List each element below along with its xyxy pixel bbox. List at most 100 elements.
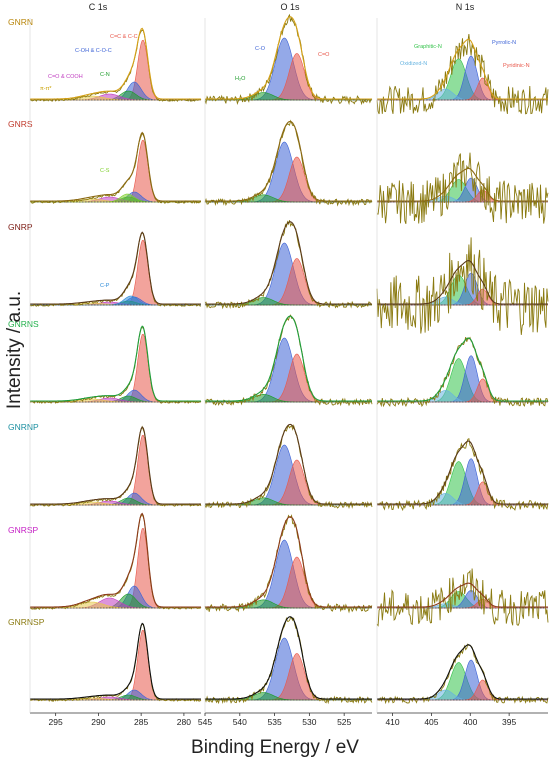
sample-label-gnrns: GNRNS [8, 319, 39, 329]
raw-spectrum [376, 34, 549, 115]
fit-envelope [377, 38, 548, 100]
tick-label: 545 [198, 717, 212, 727]
tick-label: 290 [91, 717, 105, 727]
raw-spectrum [29, 29, 202, 102]
component-c-c-c-c [30, 239, 201, 306]
tick-label: 530 [302, 717, 316, 727]
annotation-5: C-O [255, 46, 266, 52]
annotation-4: π-π* [40, 86, 52, 92]
tick-label: 395 [502, 717, 516, 727]
annotation-13: C-P [100, 283, 110, 289]
y-axis-label-svg: Intensity / a.u. [4, 291, 25, 409]
tick-label: 295 [49, 717, 63, 727]
panel-gnrn-o-1s [204, 13, 373, 106]
fit-envelope [30, 325, 201, 402]
panel-gnrp-o-1s [204, 220, 373, 310]
tick-label: 410 [385, 717, 399, 727]
fit-envelope [30, 622, 201, 700]
fit-envelope [205, 221, 372, 305]
raw-spectrum [29, 513, 202, 610]
fit-envelope [377, 260, 548, 305]
component-c-c-c-c [30, 333, 201, 403]
fit-envelope [205, 423, 372, 505]
panel-gnrs-n-1s [376, 152, 549, 224]
panel-gnrsp-n-1s [376, 568, 549, 627]
fit-envelope [30, 27, 201, 100]
raw-spectrum [204, 314, 373, 407]
panel-gnrs-o-1s [204, 119, 373, 207]
panel-gnrn-n-1s [376, 34, 549, 115]
annotation-3: C=O & COOH [48, 74, 83, 80]
fit-envelope [377, 167, 548, 202]
sample-label-gnrnp: GNRNP [8, 422, 39, 432]
fit-envelope [30, 131, 201, 202]
tick-label: 400 [463, 717, 477, 727]
panel-gnrns-n-1s [376, 336, 549, 408]
annotation-8: Graphitic-N [414, 44, 442, 50]
panel-gnrp-n-1s [376, 237, 549, 335]
panel-gnrnsp-n-1s [376, 643, 549, 705]
raw-spectrum [376, 152, 549, 224]
raw-spectrum [29, 231, 202, 307]
y-axis-label: Intensity / a.u. [4, 291, 25, 409]
raw-spectrum [376, 568, 549, 627]
raw-spectrum [29, 326, 202, 404]
fit-envelope [377, 440, 548, 505]
annotation-11: Pyridinic-N [503, 63, 530, 69]
component-c-c-c-c [30, 629, 201, 701]
panel-title-1: O 1s [280, 2, 300, 12]
panel-title-0: C 1s [89, 2, 108, 12]
tick-label: 540 [233, 717, 247, 727]
sample-label-gnrnsp: GNRNSP [8, 617, 45, 627]
panel-gnrnsp-o-1s [204, 616, 373, 705]
fit-envelope [205, 616, 372, 700]
panel-gnrns-o-1s [204, 314, 373, 407]
fit-envelope [205, 16, 372, 100]
tick-label: 525 [337, 717, 351, 727]
annotation-10: Oxidized-N [400, 61, 427, 67]
fit-envelope [30, 231, 201, 305]
panel-gnrnp-o-1s [204, 423, 373, 509]
fit-envelope [377, 644, 548, 700]
annotation-7: H₂O [235, 76, 246, 82]
x-axis-label: Binding Energy / eV [191, 737, 359, 758]
raw-spectrum [376, 237, 549, 335]
y-axis-label-wrap: Intensity / a.u. [2, 250, 26, 450]
panel-gnrnp-n-1s [376, 438, 549, 512]
tick-label: 285 [134, 717, 148, 727]
tick-label: 280 [177, 717, 191, 727]
fit-envelope [30, 512, 201, 608]
fit-envelope [377, 337, 548, 402]
fit-envelope [205, 516, 372, 608]
sample-label-gnrn: GNRN [8, 17, 33, 27]
sample-label-gnrp: GNRP [8, 222, 33, 232]
panel-gnrp-c-1s [29, 231, 202, 307]
component-c-c-c-c [30, 434, 201, 506]
fit-envelope [30, 426, 201, 505]
raw-spectrum [29, 425, 202, 507]
tick-label: 535 [267, 717, 281, 727]
panel-gnrsp-o-1s [204, 514, 373, 614]
raw-spectrum [29, 623, 202, 702]
annotation-1: C-OH & C-O-C [75, 48, 112, 54]
annotation-0: C=C & C-C [110, 34, 138, 40]
panel-gnrn-c-1s [29, 27, 202, 102]
fit-envelope [205, 315, 372, 402]
panel-gnrnsp-c-1s [29, 622, 202, 702]
annotation-12: C-S [100, 168, 110, 174]
annotation-2: C-N [100, 72, 110, 78]
sample-label-gnrsp: GNRSP [8, 525, 39, 535]
panel-gnrs-c-1s [29, 131, 202, 204]
annotation-9: Pyrrolic-N [492, 40, 516, 46]
panel-title-2: N 1s [456, 2, 475, 12]
annotation-6: C=O [318, 52, 330, 58]
panel-gnrns-c-1s [29, 325, 202, 404]
fit-envelope [377, 582, 548, 608]
panel-gnrnp-c-1s [29, 425, 202, 507]
tick-label: 405 [424, 717, 438, 727]
raw-spectrum [204, 220, 373, 310]
panel-gnrsp-c-1s [29, 512, 202, 610]
fit-envelope [205, 120, 372, 202]
sample-label-gnrs: GNRS [8, 119, 33, 129]
